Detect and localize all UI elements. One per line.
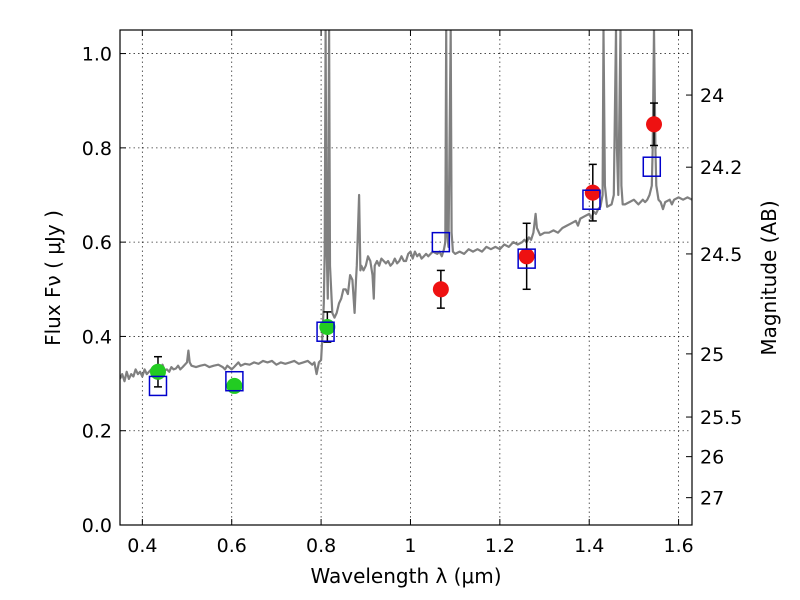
y-tick-label: 0.8 <box>82 138 112 160</box>
x-tick-label: 0.4 <box>127 535 157 557</box>
x-tick-label: 0.8 <box>306 535 336 557</box>
y2-tick-label: 25.5 <box>700 407 742 429</box>
spectrum-path <box>120 30 692 383</box>
data-point <box>432 281 449 298</box>
data-markers <box>148 102 663 397</box>
y2-tick-label: 25 <box>700 344 724 366</box>
model-point-square <box>316 321 335 342</box>
x-tick-label: 1 <box>404 535 416 557</box>
model-point-square <box>148 375 168 397</box>
data-point <box>584 184 601 201</box>
x-tick-label: 0.6 <box>217 535 247 557</box>
model-point-square <box>582 189 601 210</box>
model-point-square <box>642 156 662 177</box>
y-axis-label: Flux Fν ( μJy ) <box>41 210 65 346</box>
y2-tick-label: 24 <box>700 85 724 107</box>
y-tick-label: 0.6 <box>82 232 112 254</box>
y2-tick-label: 26 <box>700 447 724 469</box>
axis-ticks: 0.4 0.6 0.8 1 1.2 1.4 1.6 0.0 0.2 0.4 0.6 0.8 1.0 24 2… <box>82 30 742 557</box>
model-point-square <box>225 370 244 392</box>
data-point <box>319 319 336 335</box>
y2-tick-label: 27 <box>700 488 724 510</box>
y2-axis-label: Magnitude (AB) <box>757 200 781 355</box>
data-point <box>646 116 663 133</box>
model-point-square <box>431 231 451 253</box>
plot-frame <box>119 29 693 526</box>
y2-tick-label: 24.2 <box>700 157 742 179</box>
x-tick-label: 1.4 <box>574 535 604 557</box>
data-point <box>226 377 243 394</box>
x-tick-label: 1.6 <box>663 535 693 557</box>
y2-tick-label: 24.5 <box>700 244 742 266</box>
model-point-square <box>517 248 536 269</box>
x-axis-label: Wavelength λ (μm) <box>310 564 501 588</box>
spectrum-line <box>120 30 692 383</box>
y-tick-label: 0.0 <box>82 515 112 537</box>
x-tick-label: 1.2 <box>485 535 515 557</box>
data-point <box>149 363 166 380</box>
data-point <box>518 248 535 265</box>
grid <box>120 30 692 526</box>
y-tick-label: 0.2 <box>82 421 112 443</box>
y-tick-label: 1.0 <box>82 44 112 66</box>
y-tick-label: 0.4 <box>82 326 112 348</box>
